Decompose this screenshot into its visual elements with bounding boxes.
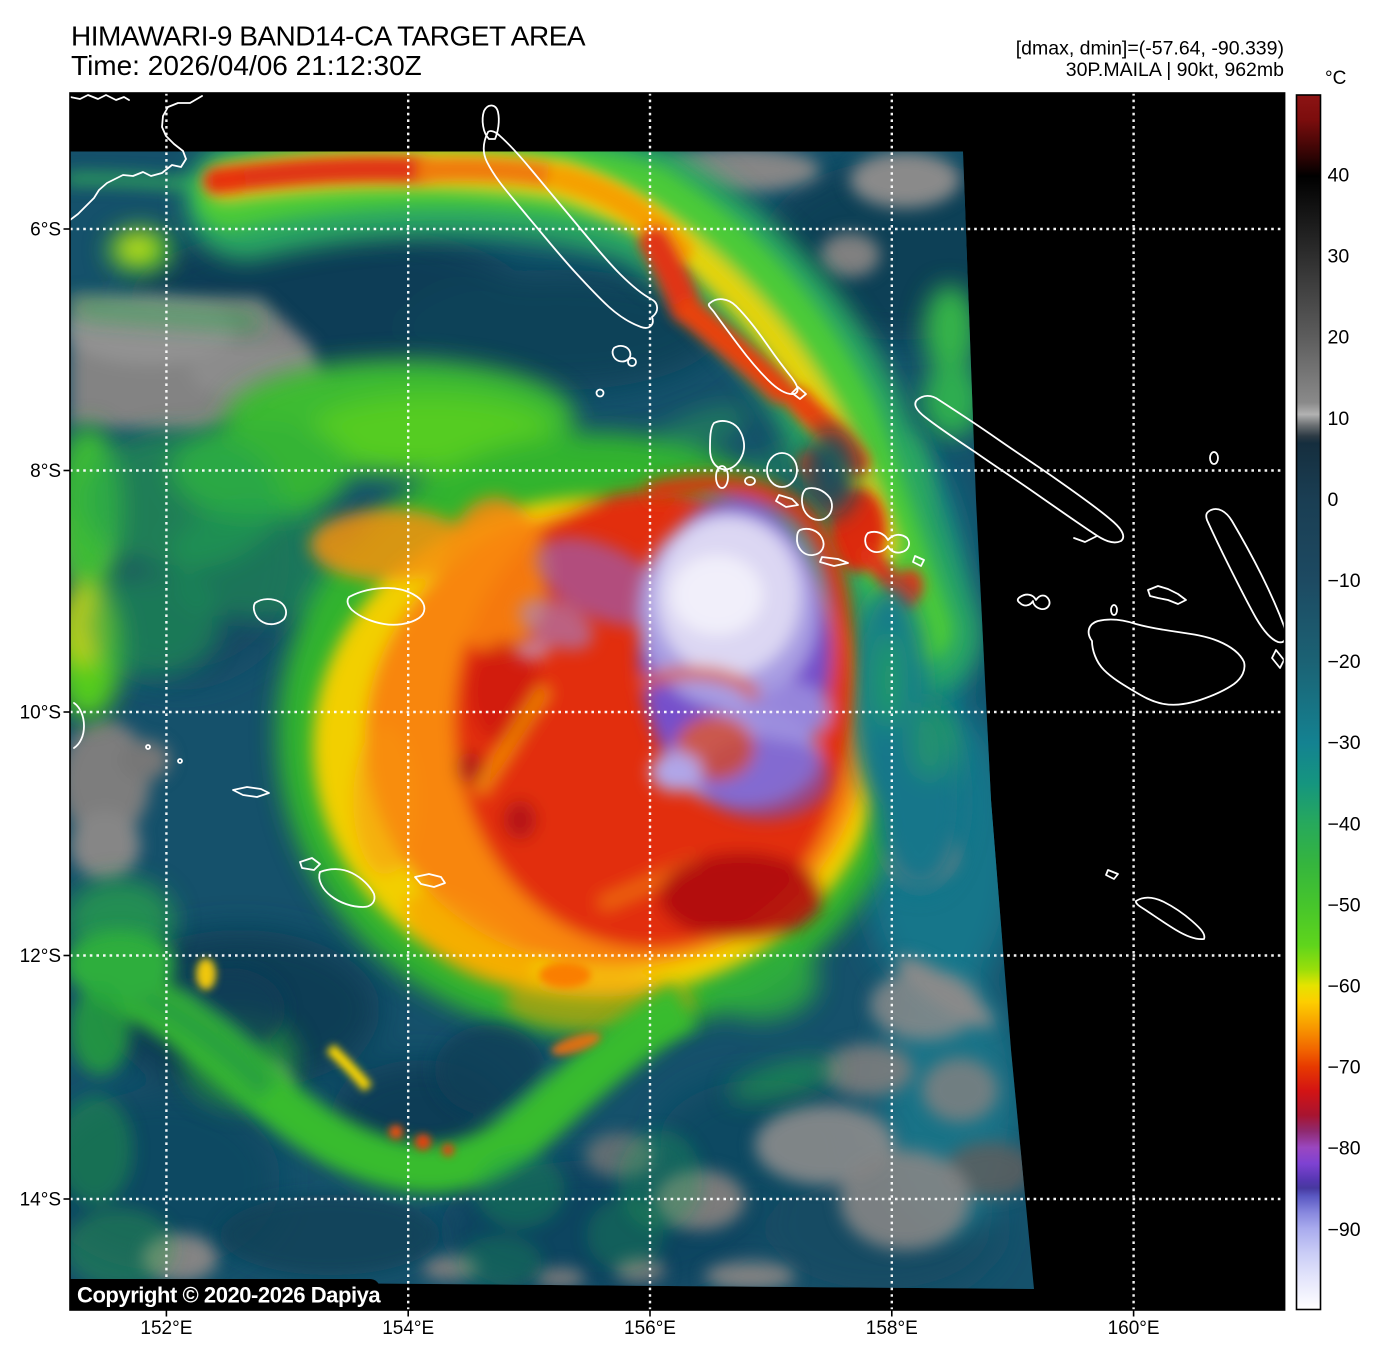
- svg-text:12°S: 12°S: [20, 946, 61, 967]
- svg-text:°C: °C: [1325, 68, 1346, 89]
- svg-text:152°E: 152°E: [140, 1318, 192, 1339]
- svg-text:−80: −80: [1328, 1138, 1361, 1160]
- svg-text:HIMAWARI-9 BAND14-CA TARGET AR: HIMAWARI-9 BAND14-CA TARGET AREA: [71, 21, 586, 52]
- svg-text:6°S: 6°S: [30, 220, 61, 241]
- svg-text:[dmax, dmin]=(-57.64, -90.339): [dmax, dmin]=(-57.64, -90.339): [1016, 38, 1284, 60]
- svg-text:−70: −70: [1328, 1057, 1361, 1079]
- svg-text:−10: −10: [1328, 570, 1361, 592]
- svg-text:−60: −60: [1328, 976, 1361, 998]
- svg-text:156°E: 156°E: [624, 1318, 676, 1339]
- svg-text:30: 30: [1328, 246, 1350, 268]
- svg-text:−30: −30: [1328, 732, 1361, 754]
- svg-text:10°S: 10°S: [20, 703, 61, 724]
- svg-text:14°S: 14°S: [20, 1190, 61, 1211]
- svg-text:20: 20: [1328, 327, 1350, 349]
- svg-text:−90: −90: [1328, 1219, 1361, 1241]
- svg-text:30P.MAILA | 90kt, 962mb: 30P.MAILA | 90kt, 962mb: [1066, 59, 1284, 81]
- svg-text:8°S: 8°S: [30, 461, 61, 482]
- svg-text:−20: −20: [1328, 651, 1361, 673]
- svg-text:−50: −50: [1328, 894, 1361, 916]
- svg-text:Time: 2026/04/06 21:12:30Z: Time: 2026/04/06 21:12:30Z: [71, 50, 422, 81]
- svg-text:154°E: 154°E: [382, 1318, 434, 1339]
- svg-text:10: 10: [1328, 408, 1350, 430]
- svg-text:40: 40: [1328, 165, 1350, 187]
- svg-text:0: 0: [1328, 489, 1339, 511]
- svg-text:160°E: 160°E: [1108, 1318, 1160, 1339]
- svg-text:−40: −40: [1328, 813, 1361, 835]
- svg-text:158°E: 158°E: [866, 1318, 918, 1339]
- svg-text:Copyright © 2020-2026 Dapiya: Copyright © 2020-2026 Dapiya: [77, 1283, 381, 1308]
